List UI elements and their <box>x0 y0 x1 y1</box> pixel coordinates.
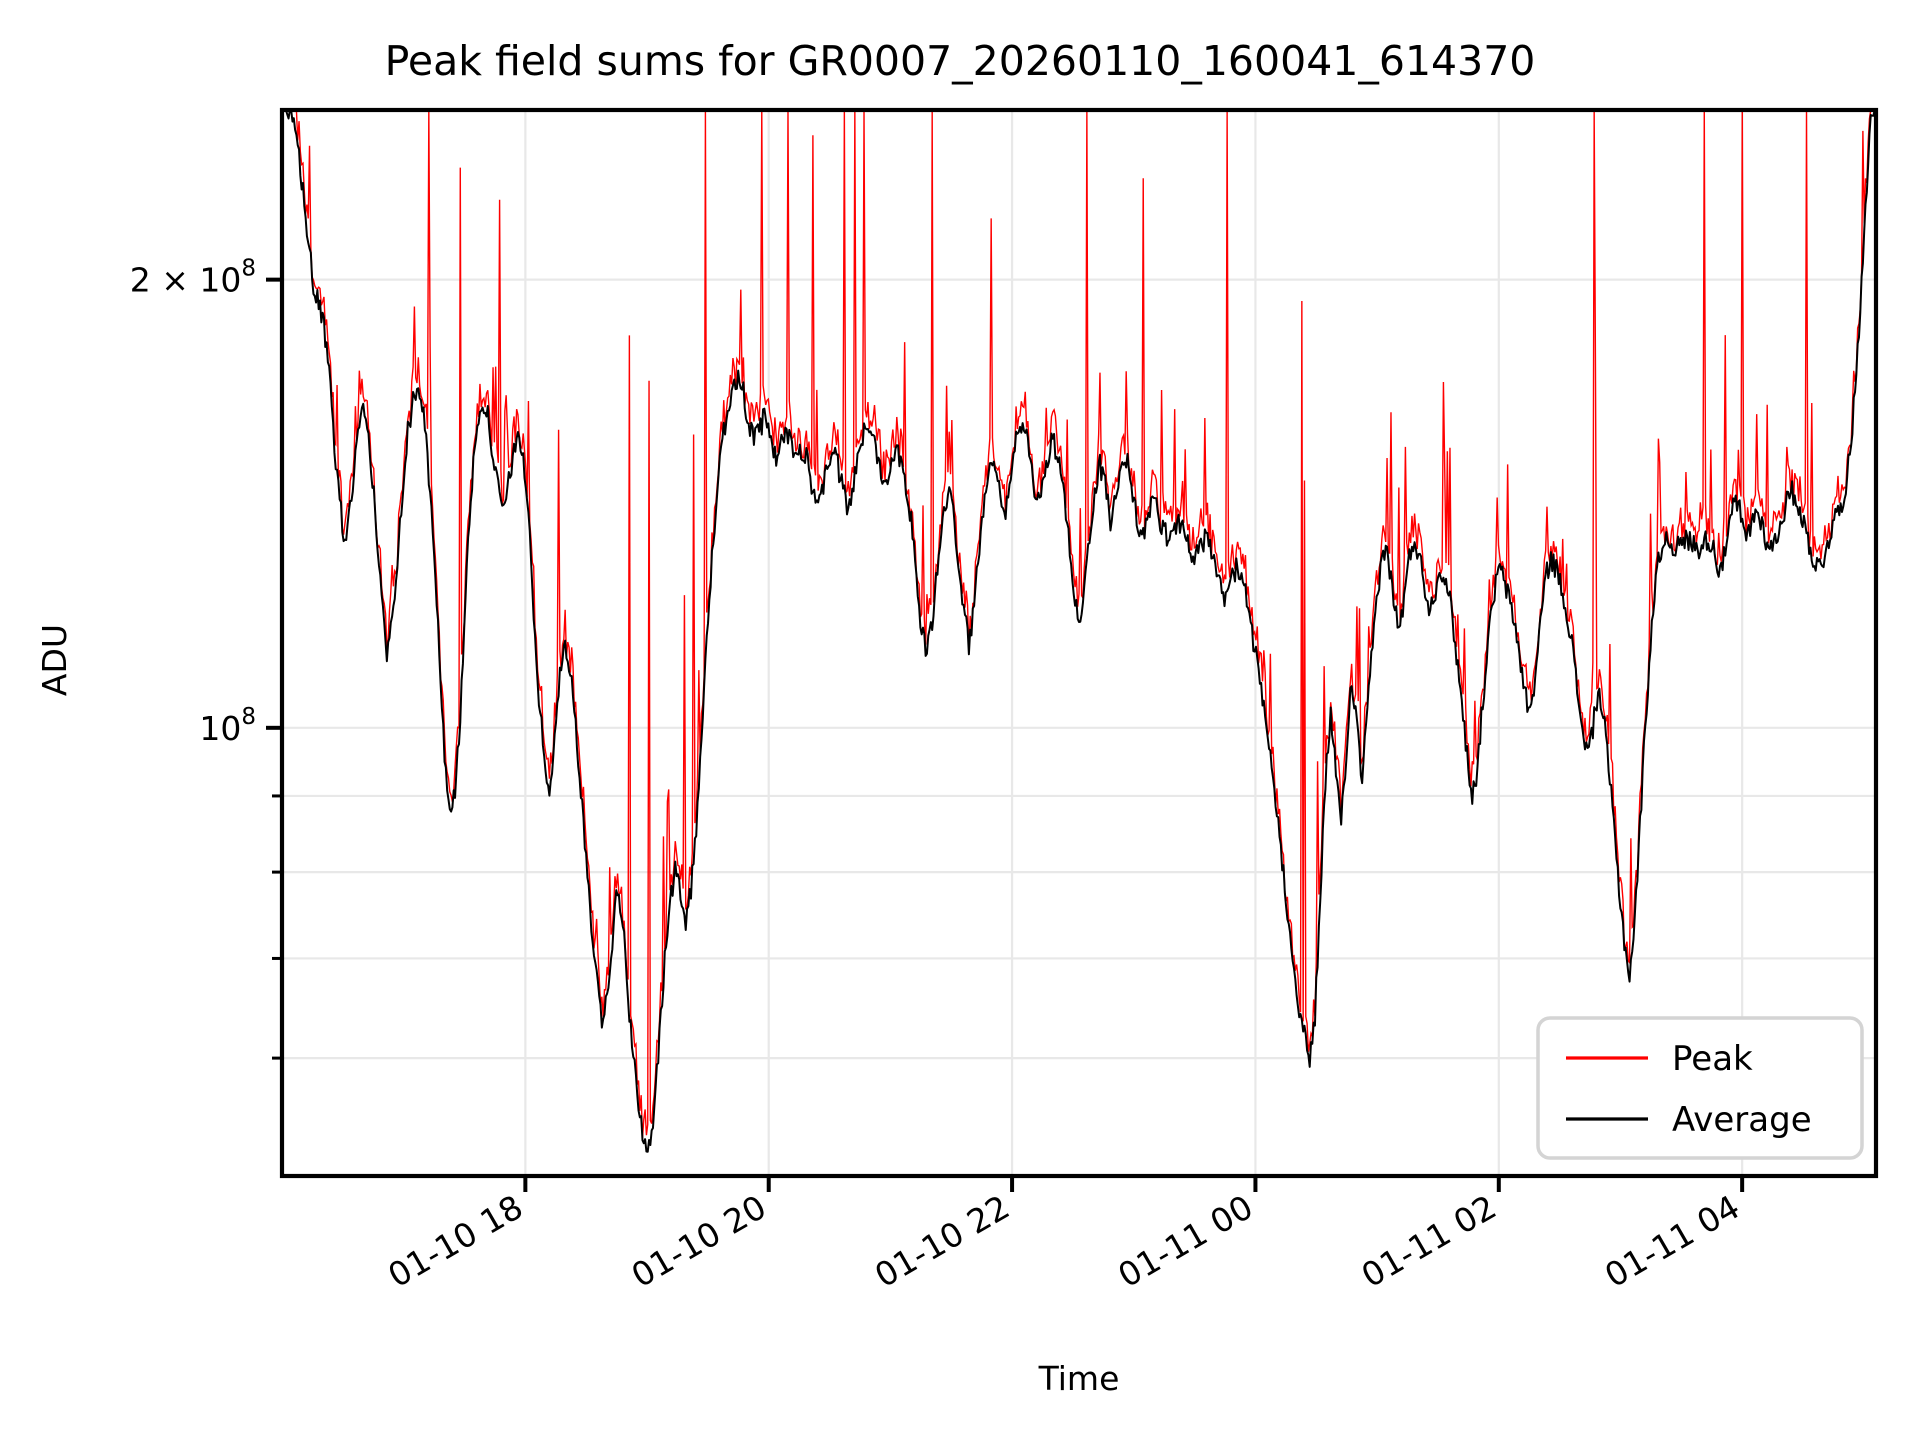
grid-lines <box>282 110 1876 1176</box>
plot-frame <box>279 107 1879 1179</box>
y-tick-exponent: 8 <box>241 256 256 282</box>
chart-title: Peak field sums for GR0007_20260110_1600… <box>385 37 1536 85</box>
data-series-layer <box>282 110 1876 1153</box>
legend-label-average: Average <box>1672 1100 1812 1140</box>
y-tick-label: 2 × 108 <box>130 256 256 300</box>
x-axis-label: Time <box>1038 1359 1120 1398</box>
legend-box <box>1536 1016 1864 1160</box>
y-tick-exponent: 8 <box>241 704 256 730</box>
legend-label-peak: Peak <box>1672 1039 1753 1079</box>
axes-spines <box>279 107 1879 1179</box>
y-axis-ticks: 108 2 × 108 <box>130 256 282 1060</box>
legend[interactable]: Peak Average <box>1536 1016 1864 1160</box>
y-axis-label: ADU <box>35 624 74 696</box>
series-line-average <box>282 110 1876 1153</box>
series-line-peak <box>282 110 1876 1139</box>
y-tick-label: 108 <box>199 704 256 748</box>
